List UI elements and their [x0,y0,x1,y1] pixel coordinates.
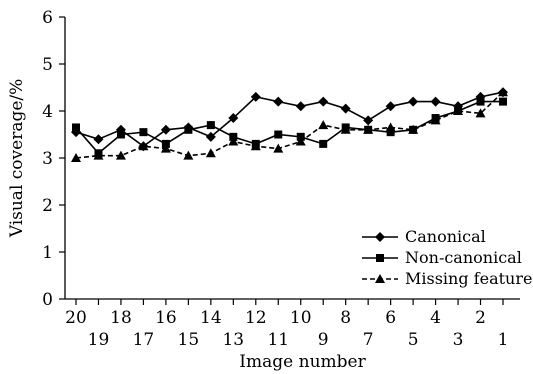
data-point-non-canonical [499,97,507,106]
legend-marker [376,254,384,262]
legend-marker [375,274,385,283]
y-axis: 0 1 2 3 4 5 6 [42,8,66,310]
x-tick-label: 5 [408,330,419,350]
data-point-canonical [71,127,81,138]
legend-label: Non-canonical [405,248,522,267]
series-area [71,87,508,162]
data-point-canonical [385,101,396,112]
y-tick-label: 0 [42,290,53,310]
data-point-missing-feature [93,150,104,160]
data-point-missing-feature [475,108,486,118]
data-point-missing-feature [205,148,216,158]
x-tick-label: 12 [245,308,267,328]
data-point-canonical [205,131,216,142]
data-point-missing-feature [408,124,419,134]
x-tick-label: 8 [340,308,351,328]
x-tick-label: 13 [222,330,244,350]
data-point-canonical [273,96,284,107]
y-tick-label: 2 [42,196,53,216]
data-point-missing-feature [453,106,464,115]
data-point-missing-feature [183,150,194,160]
legend-label: Canonical [405,227,486,246]
data-point-missing-feature [295,136,306,146]
x-tick-label: 4 [430,308,441,328]
legend-item-non-canonical: Non-canonical [362,248,522,267]
data-point-missing-feature [115,150,126,160]
x-axis-label: Image number [239,352,366,372]
series-canonical [71,87,508,152]
x-tick-label: 2 [475,308,486,328]
series-non-canonical [72,97,507,158]
data-point-missing-feature [318,120,329,130]
y-tick-label: 4 [42,102,53,122]
data-point-non-canonical [72,123,80,132]
data-point-canonical [340,103,351,114]
data-point-canonical [408,96,419,107]
x-tick-label: 10 [290,308,312,328]
data-point-non-canonical [476,97,485,106]
x-tick-label: 7 [363,330,374,350]
data-point-canonical [295,101,306,112]
data-point-missing-feature [385,122,396,132]
y-tick-label: 1 [42,243,53,263]
data-point-canonical [250,91,261,102]
x-tick-label: 15 [178,330,200,350]
y-tick-label: 3 [42,149,53,169]
data-point-non-canonical [319,139,328,148]
legend-item-canonical: Canonical [362,227,486,246]
x-tick-label: 1 [498,330,509,350]
data-point-missing-feature [363,124,374,134]
data-point-canonical [160,124,171,135]
series-line-missing-feature [75,91,504,159]
x-tick-label: 3 [453,330,464,350]
data-point-missing-feature [250,141,261,151]
x-tick-label: 18 [110,308,132,328]
data-point-missing-feature [138,141,149,151]
data-point-missing-feature [71,153,81,162]
data-point-non-canonical [116,130,125,139]
legend-marker [375,232,385,242]
data-point-missing-feature [340,124,351,134]
x-tick-label: 6 [385,308,396,328]
data-point-missing-feature [498,87,508,97]
data-point-non-canonical [274,130,283,139]
y-axis-label: Visual coverage/% [7,79,27,239]
series-missing-feature [71,87,508,162]
data-point-non-canonical [139,128,148,137]
data-point-missing-feature [430,115,441,125]
y-tick-label: 6 [42,8,53,28]
data-point-non-canonical [386,128,395,137]
legend-label: Missing feature [405,269,532,288]
data-point-canonical [430,96,441,107]
data-point-missing-feature [160,143,171,153]
x-tick-label: 16 [155,308,177,328]
legend: Canonical Non-canonical Missing feature [362,227,532,288]
x-tick-label: 11 [267,330,289,350]
x-tick-label: 19 [88,330,110,350]
x-tick-label: 14 [200,308,222,328]
x-tick-label: 9 [318,330,329,350]
data-point-non-canonical [184,125,193,134]
legend-item-missing-feature: Missing feature [362,269,532,288]
data-point-canonical [93,134,104,145]
data-point-missing-feature [228,136,239,146]
data-point-canonical [363,115,374,126]
data-point-non-canonical [206,121,215,130]
x-tick-label: 20 [65,308,87,328]
data-point-canonical [318,96,329,107]
x-tick-label: 17 [133,330,155,350]
data-point-canonical [228,113,239,124]
y-tick-label: 5 [42,55,53,75]
data-point-missing-feature [273,143,284,153]
x-axis: 20 18 16 14 12 10 8 6 4 2 19 17 15 13 11 9 7 5 3 1 [65,298,520,350]
